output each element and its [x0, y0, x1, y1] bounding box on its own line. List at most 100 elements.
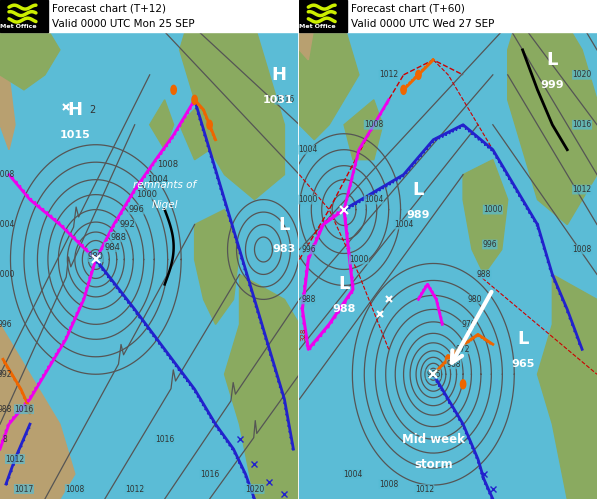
Polygon shape [449, 131, 450, 134]
Polygon shape [35, 387, 36, 390]
Polygon shape [63, 341, 64, 343]
Polygon shape [434, 295, 435, 296]
Polygon shape [38, 205, 39, 208]
Text: 2: 2 [90, 105, 96, 115]
Polygon shape [432, 140, 433, 143]
Polygon shape [344, 211, 346, 213]
Polygon shape [7, 425, 8, 427]
Polygon shape [308, 256, 310, 258]
Polygon shape [352, 284, 354, 286]
Polygon shape [74, 317, 75, 320]
Polygon shape [536, 224, 538, 226]
Polygon shape [102, 268, 103, 270]
Polygon shape [125, 204, 127, 205]
Polygon shape [110, 229, 112, 232]
Polygon shape [255, 305, 257, 307]
Polygon shape [34, 202, 35, 204]
Polygon shape [43, 375, 44, 377]
Polygon shape [454, 410, 456, 412]
Polygon shape [89, 277, 91, 279]
Polygon shape [6, 483, 8, 485]
Polygon shape [345, 218, 347, 220]
Polygon shape [266, 342, 268, 345]
Polygon shape [437, 303, 438, 305]
Text: 328: 328 [301, 328, 307, 341]
Text: 1016: 1016 [155, 435, 174, 444]
Polygon shape [177, 128, 178, 131]
Polygon shape [1, 441, 3, 443]
Polygon shape [313, 342, 315, 345]
Polygon shape [13, 418, 14, 419]
Polygon shape [6, 431, 7, 432]
Polygon shape [59, 222, 60, 224]
Polygon shape [238, 246, 239, 248]
Polygon shape [347, 296, 349, 297]
Text: 988: 988 [301, 295, 315, 304]
Polygon shape [287, 419, 288, 421]
Polygon shape [487, 487, 488, 489]
Polygon shape [184, 115, 186, 118]
Text: 1016: 1016 [275, 95, 294, 104]
Polygon shape [181, 120, 183, 122]
Polygon shape [407, 85, 408, 86]
Polygon shape [445, 133, 447, 136]
Polygon shape [444, 362, 445, 363]
Polygon shape [419, 296, 420, 298]
Polygon shape [311, 250, 312, 252]
Polygon shape [285, 407, 287, 409]
Text: 996: 996 [128, 205, 144, 214]
Text: Valid 0000 UTC Wed 27 SEP: Valid 0000 UTC Wed 27 SEP [352, 19, 495, 29]
Polygon shape [155, 160, 156, 161]
Polygon shape [53, 358, 54, 360]
Polygon shape [331, 320, 333, 323]
Text: 972: 972 [456, 345, 470, 354]
Polygon shape [479, 467, 481, 469]
Polygon shape [270, 353, 271, 355]
Polygon shape [350, 269, 352, 272]
Polygon shape [485, 482, 486, 485]
Polygon shape [10, 420, 11, 423]
Polygon shape [85, 248, 87, 250]
Polygon shape [228, 214, 229, 216]
Polygon shape [26, 433, 27, 435]
Polygon shape [226, 209, 228, 211]
Text: Valid 0000 UTC Mon 25 SEP: Valid 0000 UTC Mon 25 SEP [53, 19, 195, 29]
Text: 1000: 1000 [298, 195, 318, 204]
Polygon shape [299, 0, 314, 60]
Text: 983: 983 [273, 245, 296, 254]
Polygon shape [349, 255, 350, 257]
Polygon shape [213, 420, 214, 423]
Polygon shape [136, 187, 137, 189]
Polygon shape [463, 160, 507, 274]
Polygon shape [259, 316, 260, 318]
Text: 1004: 1004 [364, 195, 383, 204]
Polygon shape [115, 221, 116, 222]
Polygon shape [473, 337, 474, 338]
Polygon shape [91, 272, 92, 273]
Polygon shape [208, 150, 210, 152]
Polygon shape [457, 349, 458, 350]
Polygon shape [534, 220, 536, 222]
Polygon shape [13, 417, 14, 419]
Polygon shape [355, 202, 356, 205]
Polygon shape [439, 367, 440, 369]
Polygon shape [110, 279, 112, 281]
Polygon shape [423, 289, 424, 291]
Polygon shape [67, 332, 69, 334]
Polygon shape [94, 261, 96, 263]
Polygon shape [56, 354, 57, 356]
Polygon shape [442, 364, 443, 366]
Polygon shape [63, 341, 64, 343]
Polygon shape [171, 136, 173, 139]
Polygon shape [513, 186, 515, 188]
Polygon shape [451, 405, 453, 408]
Text: 992: 992 [119, 220, 135, 229]
Polygon shape [511, 181, 513, 184]
Polygon shape [153, 334, 155, 337]
Polygon shape [337, 213, 338, 215]
Polygon shape [194, 101, 196, 104]
Polygon shape [82, 244, 83, 247]
Polygon shape [60, 345, 62, 347]
Polygon shape [122, 293, 124, 296]
Polygon shape [198, 112, 199, 114]
